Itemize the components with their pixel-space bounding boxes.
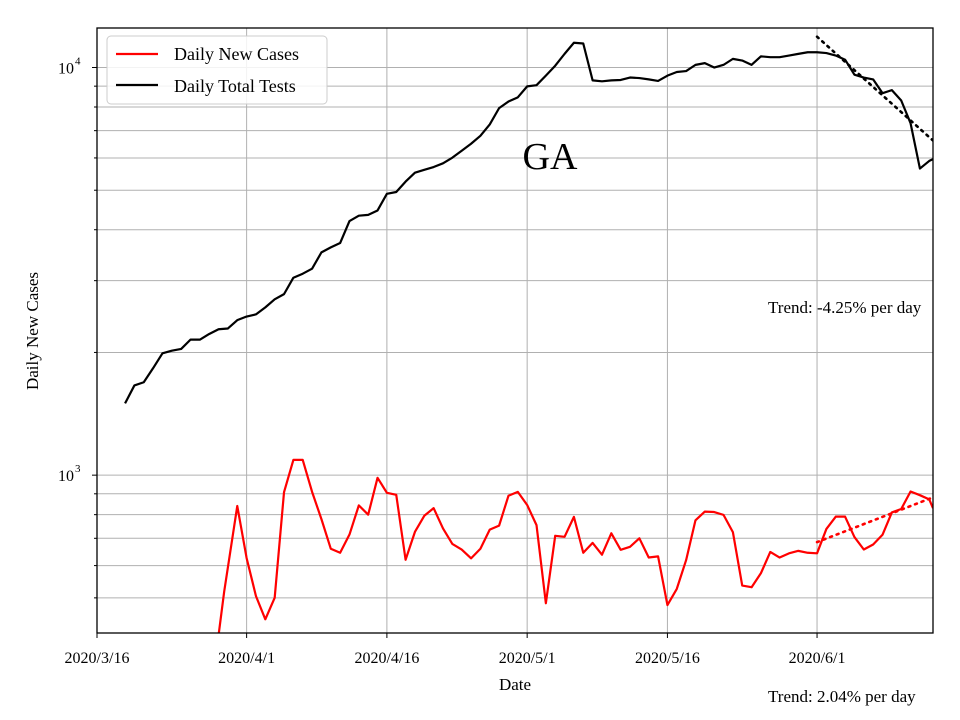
trend-line-daily-new-cases: [815, 496, 933, 544]
ticks: 2020/3/16 2020/4/1 2020/4/16 2020/5/1 2020/5…: [58, 56, 845, 667]
grid: [96, 28, 933, 633]
y-tick-base: 10: [58, 468, 74, 485]
legend-label-tests: Daily Total Tests: [174, 76, 296, 96]
series-layer: [124, 35, 933, 633]
y-tick-exponent: 3: [75, 463, 81, 475]
daily-total-tests-line: [124, 41, 933, 404]
y-tick-base: 10: [58, 61, 74, 78]
trend-annotation-tests: Trend: -4.25% per day: [768, 298, 922, 317]
x-tick-label: 2020/4/16: [354, 650, 419, 667]
y-tick-exponent: 4: [75, 56, 81, 68]
x-tick-label: 2020/5/1: [499, 650, 556, 667]
legend-label-cases: Daily New Cases: [174, 44, 299, 64]
trend-annotation-cases: Trend: 2.04% per day: [768, 687, 916, 706]
x-axis-label: Date: [499, 675, 531, 694]
y-tick-label: 10 3: [58, 463, 81, 485]
plot-frame: [96, 27, 934, 634]
y-axis-label: Daily New Cases: [23, 272, 42, 390]
x-tick-label: 2020/3/16: [65, 650, 130, 667]
x-tick-label: 2020/4/1: [218, 650, 275, 667]
x-tick-label: 2020/6/1: [789, 650, 846, 667]
legend: Daily New Cases Daily Total Tests: [106, 35, 328, 105]
y-tick-label: 10 4: [58, 56, 81, 78]
trend-line-daily-total-tests: [815, 35, 933, 142]
daily-new-cases-line: [217, 458, 933, 633]
x-tick-label: 2020/5/16: [635, 650, 700, 667]
state-label: GA: [523, 136, 578, 178]
legend-box: [106, 35, 328, 105]
